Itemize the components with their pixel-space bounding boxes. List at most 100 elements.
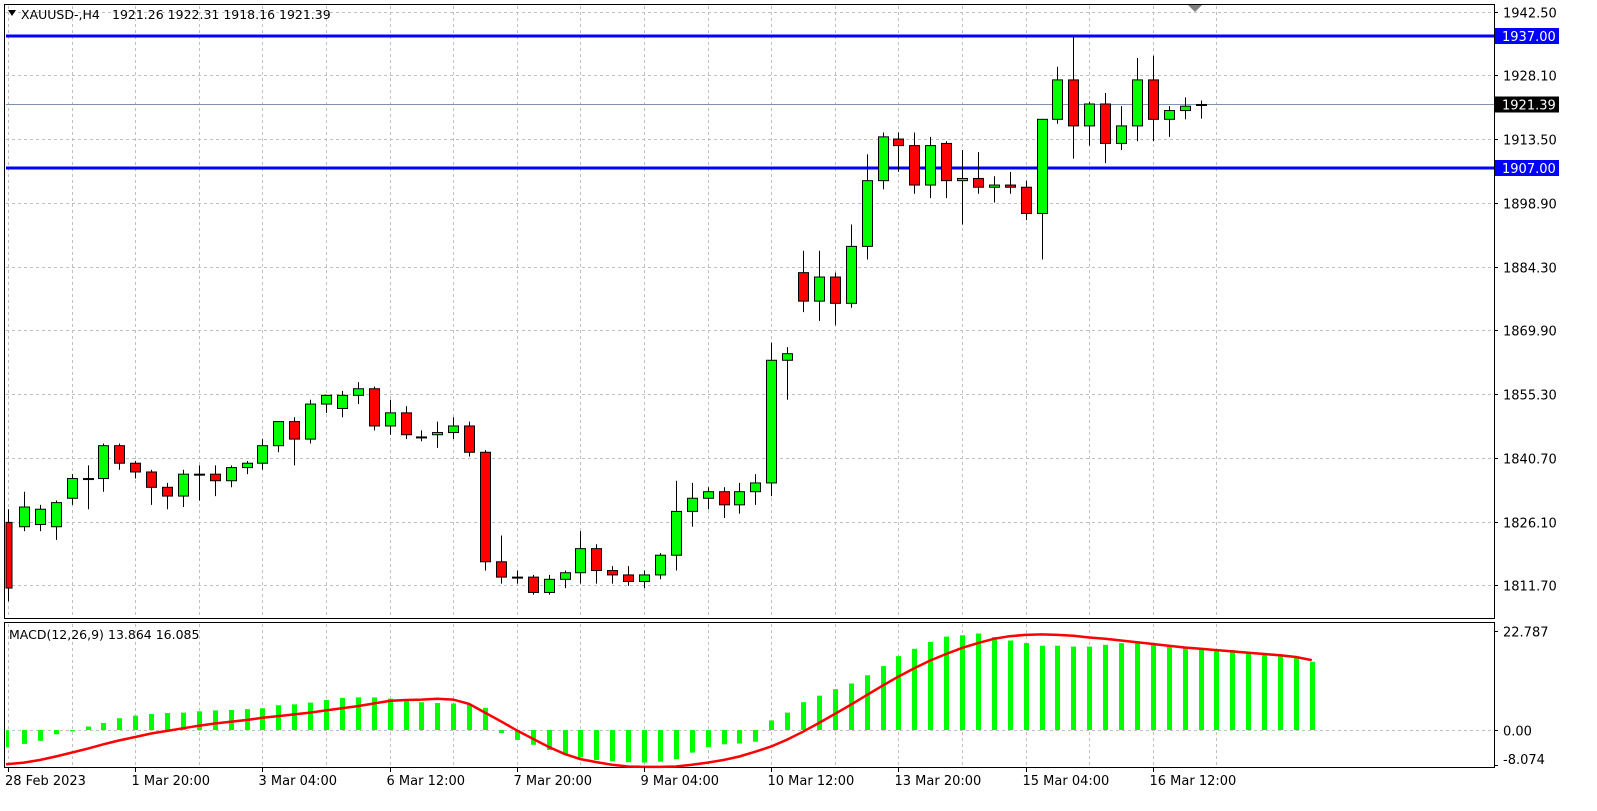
- candle-bear: [1100, 103, 1111, 144]
- candle-bull: [337, 394, 348, 409]
- macd-histogram-bar: [1055, 645, 1060, 730]
- macd-histogram-bar: [722, 730, 727, 745]
- macd-histogram-bar: [515, 730, 520, 740]
- time-axis-label: 7 Mar 20:00: [514, 774, 593, 789]
- macd-histogram-bar: [833, 689, 838, 730]
- price-axis-label: 1913.50: [1503, 134, 1557, 149]
- candle-bull: [353, 388, 364, 396]
- candle-bull: [544, 578, 555, 593]
- candle-bear: [401, 412, 412, 436]
- time-axis-label: 15 Mar 04:00: [1023, 774, 1110, 789]
- candle-bull: [1180, 105, 1191, 112]
- macd-axis-label: 22.787: [1503, 626, 1549, 641]
- macd-histogram-bar: [960, 635, 965, 730]
- macd-histogram-bar: [881, 666, 886, 730]
- macd-histogram-bar: [976, 633, 981, 730]
- macd-histogram-bar: [1310, 661, 1315, 730]
- macd-histogram-bar: [1246, 651, 1251, 730]
- macd-histogram-bar: [149, 713, 154, 730]
- time-axis-label: 1 Mar 20:00: [132, 774, 211, 789]
- macd-axis: 22.787 0.00 -8.074: [1494, 626, 1549, 768]
- time-axis-label: 13 Mar 20:00: [895, 774, 982, 789]
- macd-histogram-bar: [1008, 640, 1013, 730]
- macd-histogram-bar: [1135, 643, 1140, 730]
- candle-bull: [814, 276, 825, 302]
- macd-histogram-bar: [165, 713, 170, 730]
- candle-bear: [1068, 79, 1079, 127]
- chart-shift-marker-icon[interactable]: [1188, 5, 1202, 12]
- time-axis-label: 3 Mar 04:00: [259, 774, 338, 789]
- macd-histogram-bar: [1262, 653, 1267, 730]
- price-axis-label: 1928.10: [1503, 70, 1557, 85]
- level-price-label: 1907.00: [1502, 162, 1556, 177]
- candle-bull: [35, 508, 46, 526]
- candle-bull: [1132, 79, 1143, 127]
- candles: [5, 36, 1207, 602]
- candle-bull: [67, 478, 78, 499]
- signal-line: [5, 633, 1313, 769]
- macd-histogram-bar: [1040, 645, 1045, 730]
- macd-histogram-bar: [1214, 649, 1219, 730]
- macd-histogram-bar: [563, 730, 568, 754]
- candle-bull: [257, 445, 268, 464]
- macd-histogram-bar: [578, 730, 583, 758]
- candle-bull: [178, 473, 189, 497]
- macd-histogram-bar: [896, 656, 901, 730]
- candle-bear: [1148, 79, 1159, 120]
- macd-histogram-bar: [70, 730, 75, 732]
- candle-bull: [226, 467, 237, 482]
- level-price-box: [1495, 160, 1559, 176]
- macd-histogram-bar: [86, 726, 91, 730]
- candle-bull: [1052, 79, 1063, 120]
- candle-bear: [798, 272, 809, 302]
- macd-histogram-bar: [626, 730, 631, 763]
- candle-bear: [114, 445, 125, 464]
- candle-bear: [591, 548, 602, 572]
- macd-histogram-bar: [753, 730, 758, 742]
- dropdown-triangle-icon[interactable]: [8, 10, 16, 16]
- macd-histogram-bar: [1071, 646, 1076, 730]
- macd-histogram-bar: [769, 720, 774, 730]
- price-axis-label: 1811.70: [1503, 580, 1557, 595]
- candle-bear: [623, 574, 634, 582]
- candle-bull: [671, 510, 682, 556]
- macd-histogram-bar: [1087, 646, 1092, 730]
- time-axis-label: 9 Mar 04:00: [641, 774, 720, 789]
- candle-bull: [83, 478, 94, 481]
- candle-bear: [496, 561, 507, 578]
- candle-bull: [703, 491, 714, 499]
- symbol-label: XAUUSD-,H4: [21, 7, 100, 22]
- candle-bull: [639, 574, 650, 582]
- macd-histogram-bar: [801, 702, 806, 730]
- candle-bull: [194, 473, 205, 476]
- macd-histogram-bar: [340, 697, 345, 730]
- candle-bear: [909, 145, 920, 186]
- level-price-box: [1495, 28, 1559, 44]
- candle-bear: [289, 421, 300, 440]
- macd-histogram-bar: [38, 730, 43, 741]
- macd-histogram: [6, 633, 1315, 763]
- candle-bear: [146, 471, 157, 488]
- macd-histogram-bar: [133, 715, 138, 730]
- price-axis-label: 1840.70: [1503, 453, 1557, 468]
- time-axis: 28 Feb 2023 1 Mar 20:00 3 Mar 04:00 6 Mar 1…: [5, 767, 1236, 789]
- candle-bull: [766, 359, 777, 484]
- candle-bull: [957, 177, 968, 182]
- price-axis-label: 1942.50: [1503, 7, 1557, 22]
- macd-histogram-bar: [451, 703, 456, 730]
- macd-histogram-bar: [547, 730, 552, 750]
- horizontal-lines: [6, 34, 1494, 170]
- macd-histogram-bar: [992, 637, 997, 730]
- price-axis: 1942.50 1928.10 1913.50 1898.90 1884.30 1869.…: [1494, 7, 1559, 595]
- macd-histogram-bar: [324, 700, 329, 730]
- current-price-box: [1495, 96, 1559, 113]
- price-axis-label: 1855.30: [1503, 389, 1557, 404]
- candle-bear: [162, 486, 173, 497]
- macd-histogram-bar: [1151, 644, 1156, 730]
- candle-bull: [432, 432, 443, 436]
- macd-histogram-bar: [419, 702, 424, 730]
- macd-histogram-bar: [865, 675, 870, 730]
- price-axis-label: 1898.90: [1503, 198, 1557, 213]
- macd-histogram-bar: [54, 730, 59, 735]
